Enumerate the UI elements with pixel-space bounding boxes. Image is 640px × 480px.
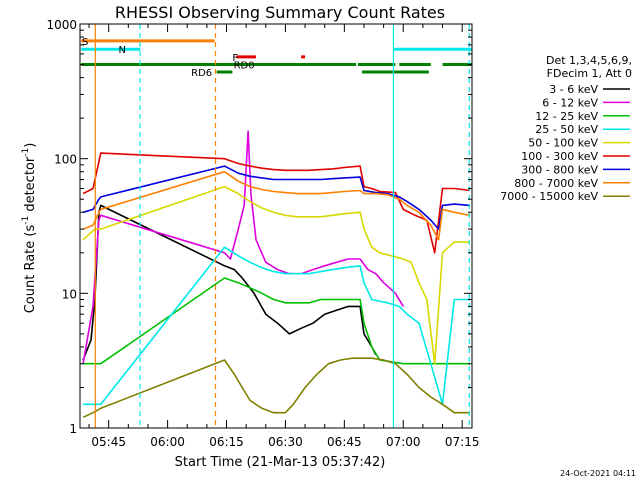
series-line-12-25-kev xyxy=(83,277,470,365)
x-tick-label-05-45: 05:45 xyxy=(91,435,126,449)
legend-label-6-12-kev: 6 - 12 keV xyxy=(542,96,598,109)
x-tick-label-07-15: 07:15 xyxy=(445,435,480,449)
x-tick-label-07-00: 07:00 xyxy=(386,435,421,449)
y-tick-label-1: 1 xyxy=(69,422,77,436)
y-axis-label-part-2: detector xyxy=(23,156,38,216)
flag-label-rd0: RD0 xyxy=(234,61,255,72)
y-tick-label-1000: 1000 xyxy=(46,18,77,32)
legend-label-25-50-kev: 25 - 50 keV xyxy=(535,123,598,136)
series-line-3-6-kev xyxy=(82,204,377,361)
vertical-markers-group xyxy=(94,24,470,428)
series-line-300-800-kev xyxy=(82,165,471,230)
series-group xyxy=(82,130,471,419)
x-axis-label: Start Time (21-Mar-13 05:37:42) xyxy=(175,455,386,470)
y-axis-label-superscript-2: -1 xyxy=(21,148,31,157)
y-axis-label: Count Rate (s-1 detector-1) xyxy=(21,143,38,314)
y-tick-label-10: 10 xyxy=(62,287,77,301)
legend-label-50-100-kev: 50 - 100 keV xyxy=(528,137,598,150)
y-axis-label-part-1: Count Rate (s xyxy=(23,225,38,314)
legend-header-line-2: FDecim 1, Att 0 xyxy=(547,67,632,80)
x-tick-label-06-15: 06:15 xyxy=(209,435,244,449)
axes-group: 05:45 06:00 06:15 06:30 06:45 07:00 07:15 1 10 10… xyxy=(46,18,479,449)
y-axis-label-superscript-1: -1 xyxy=(21,216,31,225)
legend-label-300-800-kev: 300 - 800 keV xyxy=(521,163,598,176)
plot-timestamp: 24-Oct-2021 04:11 xyxy=(560,469,636,478)
series-line-800-7000-kev xyxy=(82,170,471,241)
series-line-25-50-kev xyxy=(83,246,470,406)
legend-label-100-300-kev: 100 - 300 keV xyxy=(521,150,598,163)
legend-header-line-1: Det 1,3,4,5,6,9, xyxy=(546,54,632,67)
chart-title: RHESSI Observing Summary Count Rates xyxy=(115,3,445,22)
series-line-7000-15000-kev xyxy=(82,357,470,419)
series-line-6-12-kev xyxy=(82,130,404,364)
flag-label-rd6: RD6 xyxy=(191,68,212,79)
x-tick-label-06-45: 06:45 xyxy=(327,435,362,449)
series-line-50-100-kev xyxy=(82,185,470,365)
flag-label-n: N xyxy=(118,45,125,56)
flag-label-f: F xyxy=(232,53,238,64)
x-tick-label-06-30: 06:30 xyxy=(268,435,303,449)
legend-label-7000-15000-kev: 7000 - 15000 keV xyxy=(500,190,598,203)
y-axis-label-part-3: ) xyxy=(23,143,38,148)
legend-label-12-25-kev: 12 - 25 keV xyxy=(535,110,598,123)
series-line-100-300-kev xyxy=(82,152,471,254)
flag-label-s: S xyxy=(82,37,88,48)
y-tick-label-100: 100 xyxy=(54,153,77,167)
plot-frame xyxy=(79,23,473,429)
legend-label-800-7000-kev: 800 - 7000 keV xyxy=(514,177,598,190)
legend-label-3-6-kev: 3 - 6 keV xyxy=(549,83,598,96)
x-tick-label-06-00: 06:00 xyxy=(150,435,185,449)
